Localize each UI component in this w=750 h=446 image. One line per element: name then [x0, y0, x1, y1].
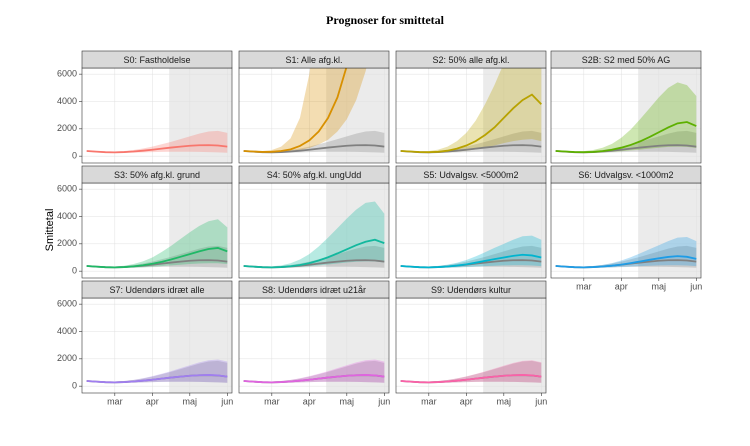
y-axis-label: Smittetal — [44, 209, 56, 252]
forecast-line — [243, 68, 348, 153]
y-tick-label: 4000 — [57, 96, 77, 106]
y-tick-label: 6000 — [57, 69, 77, 79]
x-tick-label: mar — [107, 396, 123, 406]
strip-label: S7: Udendørs idræt alle — [109, 285, 204, 295]
panel-plot — [86, 219, 228, 269]
forecast-band — [400, 360, 542, 384]
x-tick-label: apr — [303, 396, 316, 406]
forecast-band — [243, 68, 367, 153]
strip-label: S2: 50% alle afg.kl. — [432, 55, 509, 65]
forecast-line — [86, 374, 228, 384]
y-tick-label: 4000 — [57, 326, 77, 336]
panel-plot — [86, 359, 228, 384]
forecast-line — [243, 238, 385, 269]
y-tick-label: 0 — [72, 266, 77, 276]
forecast-line — [243, 374, 385, 384]
reference-band — [400, 245, 542, 269]
reference-band — [243, 245, 385, 269]
forecast-band — [400, 68, 542, 153]
forecast-band — [243, 201, 385, 269]
strip-label: S2B: S2 med 50% AG — [582, 55, 671, 65]
forecast-band — [243, 359, 385, 384]
reference-band — [243, 360, 385, 384]
strip — [238, 280, 390, 299]
y-tick-label: 0 — [72, 381, 77, 391]
reference-band — [555, 130, 697, 154]
forecast-line — [86, 144, 228, 154]
y-tick-label: 6000 — [57, 184, 77, 194]
forecast-band — [86, 219, 228, 269]
y-tick-label: 2000 — [57, 238, 77, 248]
strip — [238, 50, 390, 69]
x-tick-label: apr — [146, 396, 159, 406]
panel-plot — [243, 359, 385, 384]
x-tick-label: apr — [615, 281, 628, 291]
strip-label: S3: 50% afg.kl. grund — [114, 170, 200, 180]
y-tick-label: 0 — [72, 151, 77, 161]
strip-label: S6: Udvalgsv. <1000m2 — [578, 170, 673, 180]
strip-label: S9: Udendørs kultur — [431, 285, 511, 295]
y-tick-label: 6000 — [57, 299, 77, 309]
forecast-band — [555, 82, 697, 153]
strip — [81, 280, 233, 299]
panel-plot — [400, 68, 542, 154]
reference-band — [555, 245, 697, 269]
strip — [395, 165, 547, 184]
x-tick-label: maj — [652, 281, 667, 291]
strip — [81, 50, 233, 69]
panel-plot — [243, 201, 385, 269]
panel-plot — [555, 82, 697, 154]
forecast-line — [555, 255, 697, 269]
x-tick-label: maj — [497, 396, 512, 406]
strip — [550, 50, 702, 69]
strip-label: S4: 50% afg.kl. ungUdd — [267, 170, 362, 180]
panel-plot — [555, 236, 697, 269]
reference-band — [86, 245, 228, 269]
x-tick-label: mar — [421, 396, 437, 406]
strip-label: S1: Alle afg.kl. — [285, 55, 342, 65]
forecast-line — [400, 374, 542, 384]
strip-label: S8: Udendørs idræt u21år — [262, 285, 366, 295]
y-tick-label: 2000 — [57, 353, 77, 363]
x-tick-label: jun — [534, 396, 547, 406]
panel-plot — [400, 235, 542, 269]
x-tick-label: jun — [689, 281, 702, 291]
reference-band — [243, 130, 385, 154]
forecast-line — [555, 121, 697, 154]
x-tick-label: jun — [220, 396, 233, 406]
forecast-line — [86, 247, 228, 269]
x-tick-label: maj — [183, 396, 198, 406]
x-tick-label: maj — [340, 396, 355, 406]
x-tick-label: mar — [576, 281, 592, 291]
forecast-band — [86, 130, 228, 154]
strip — [395, 280, 547, 299]
forecast-band — [86, 359, 228, 384]
x-tick-label: mar — [264, 396, 280, 406]
x-tick-label: apr — [460, 396, 473, 406]
strip — [395, 50, 547, 69]
y-tick-label: 4000 — [57, 211, 77, 221]
strip-label: S0: Fastholdelse — [123, 55, 190, 65]
strip — [238, 165, 390, 184]
y-tick-label: 2000 — [57, 123, 77, 133]
forecast-line — [400, 93, 542, 154]
reference-band — [86, 360, 228, 384]
panel-plot — [243, 68, 385, 154]
chart-title: Prognoser for smittetal — [326, 13, 445, 27]
panel-plot — [400, 360, 542, 384]
x-tick-label: jun — [377, 396, 390, 406]
forecast-line — [400, 253, 542, 269]
strip-label: S5: Udvalgsv. <5000m2 — [423, 170, 518, 180]
panel-plot — [86, 130, 228, 154]
reference-band — [400, 130, 542, 154]
reference-band — [400, 360, 542, 384]
strip — [550, 165, 702, 184]
strip — [81, 165, 233, 184]
